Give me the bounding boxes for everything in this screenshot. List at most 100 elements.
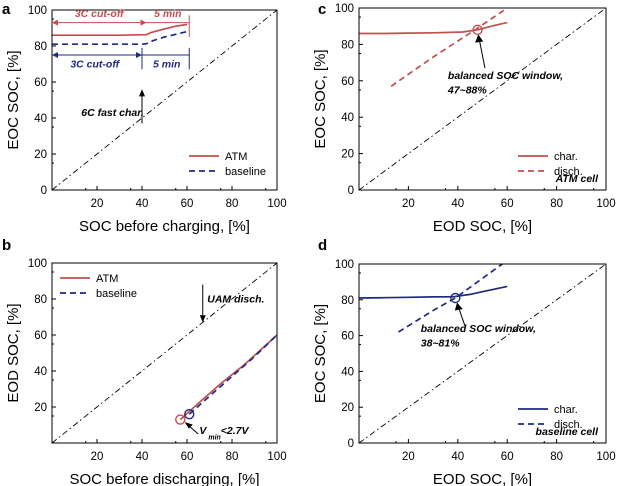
x-axis-title: EOD SOC, [%]	[433, 218, 532, 235]
x-tick-label: 40	[451, 198, 464, 210]
data-point-marker	[184, 409, 195, 420]
annotation-label: V	[199, 425, 207, 437]
y-tick-label: 40	[34, 113, 47, 125]
x-axis-title: SOC before charging, [%]	[79, 218, 250, 235]
series-group	[52, 10, 277, 190]
y-tick-label: 0	[41, 185, 47, 197]
diagonal-reference-line	[52, 10, 277, 190]
arrow-head	[52, 52, 58, 58]
y-tick-label: 100	[28, 258, 47, 270]
annotation-label: <2.7V	[221, 425, 250, 437]
series-line-0	[359, 21, 508, 35]
annotation-label: UAM disch.	[207, 294, 264, 306]
legend-label: disch.	[554, 166, 583, 178]
y-tick-label: 20	[34, 402, 47, 414]
y-axis-title: EOC SOC, [%]	[5, 50, 22, 149]
panel-b: b 20 40 60 80 100 20 40 60 80 100 SOC before discha…	[2, 237, 287, 486]
x-tick-label: 60	[181, 451, 194, 463]
legend-label: baseline	[96, 288, 137, 300]
legend-label: disch.	[554, 419, 583, 431]
x-tick-label: 20	[402, 198, 415, 210]
arrow-head	[475, 34, 484, 43]
y-tick-label: 40	[341, 112, 354, 124]
y-tick-label: 20	[34, 149, 47, 161]
y-axis-title: EOC SOC, [%]	[312, 49, 329, 148]
x-tick-label: 20	[402, 451, 415, 463]
x-tick-label: 100	[596, 198, 615, 210]
x-tick-label: 20	[91, 451, 104, 463]
annotation-arrow	[478, 37, 486, 69]
y-axis-title: EOD SOC, [%]	[5, 303, 22, 402]
panel-c: c 20 40 60 80 100 0 20 40 60 80 100 EOD SOC, [%] EOC …	[312, 1, 616, 235]
arrow-head	[199, 315, 206, 323]
plot-frame	[358, 7, 607, 191]
y-tick-label: 0	[348, 438, 354, 450]
annotation-label: 47~88%	[447, 85, 487, 97]
y-tick-label: 80	[34, 294, 47, 306]
y-tick-label: 60	[34, 77, 47, 89]
legend: ATM baseline	[189, 151, 266, 178]
annotation-label: 6C fast char.	[81, 107, 144, 119]
series-group	[52, 263, 277, 443]
series-group	[359, 264, 606, 443]
legend-label: char.	[554, 404, 578, 416]
x-axis-title: EOD SOC, [%]	[433, 471, 532, 486]
annotation-label: 5 min	[153, 59, 180, 71]
y-tick-label: 80	[34, 41, 47, 53]
x-tick-label: 100	[267, 198, 286, 210]
panel-d: d 20 40 60 80 100 0 20 40 60 80 100 EOD SOC, [%] EOC …	[312, 237, 616, 486]
data-point-marker	[450, 292, 461, 304]
annotation-label: 3C cut-off	[70, 59, 120, 71]
legend-label: ATM	[96, 273, 118, 285]
arrow-head	[454, 302, 463, 311]
x-tick-label: 60	[501, 451, 514, 463]
y-axis-title: EOC SOC, [%]	[312, 304, 329, 403]
annotation-label: 5 min	[154, 8, 181, 20]
legend-label: ATM	[225, 151, 247, 163]
legend-label: char.	[554, 151, 578, 163]
diagonal-reference-line	[52, 263, 277, 443]
data-point-marker	[175, 414, 186, 425]
arrow-head	[136, 52, 142, 58]
legend: char. disch.	[518, 404, 583, 431]
x-tick-label: 80	[550, 198, 563, 210]
y-tick-label: 20	[341, 149, 354, 161]
diagonal-reference-line	[359, 264, 606, 443]
panel-letter: d	[318, 237, 327, 254]
annotation-label: balanced SOC window,	[421, 323, 536, 335]
arrow-head	[184, 422, 193, 429]
x-tick-label: 100	[267, 451, 286, 463]
arrow-head	[139, 89, 145, 97]
x-axis-title: SOC before discharging, [%]	[69, 471, 259, 486]
plot-frame	[358, 263, 607, 444]
panel-letter: b	[2, 237, 11, 254]
y-tick-label: 80	[341, 295, 354, 307]
arrow-head	[52, 19, 58, 26]
y-tick-label: 60	[341, 331, 354, 343]
legend-label: baseline	[225, 166, 266, 178]
panel-letter: c	[318, 1, 326, 18]
annotation-label: ATM cell	[555, 173, 599, 185]
plot-frame	[51, 262, 278, 444]
x-tick-label: 100	[596, 451, 615, 463]
y-tick-label: 100	[28, 5, 47, 17]
plot-frame	[51, 9, 278, 191]
x-tick-label: 80	[550, 451, 563, 463]
series-line-0	[52, 23, 188, 37]
y-tick-label: 100	[335, 3, 354, 15]
x-tick-label: 60	[501, 198, 514, 210]
y-tick-label: 0	[348, 185, 354, 197]
x-tick-label: 80	[226, 198, 239, 210]
x-tick-label: 20	[91, 198, 104, 210]
annotation-label: min	[208, 434, 220, 441]
y-tick-label: 40	[34, 366, 47, 378]
y-tick-label: 60	[341, 76, 354, 88]
arrow-head	[140, 19, 147, 26]
y-tick-label: 100	[335, 259, 354, 271]
series-group	[359, 8, 606, 190]
x-tick-label: 40	[451, 451, 464, 463]
series-line-0	[179, 334, 277, 421]
panel-a: a 20 40 60 80 100 0 20 40 60 80 100 SOC before charg…	[2, 1, 287, 235]
annotation-label: balanced SOC window,	[448, 70, 563, 82]
